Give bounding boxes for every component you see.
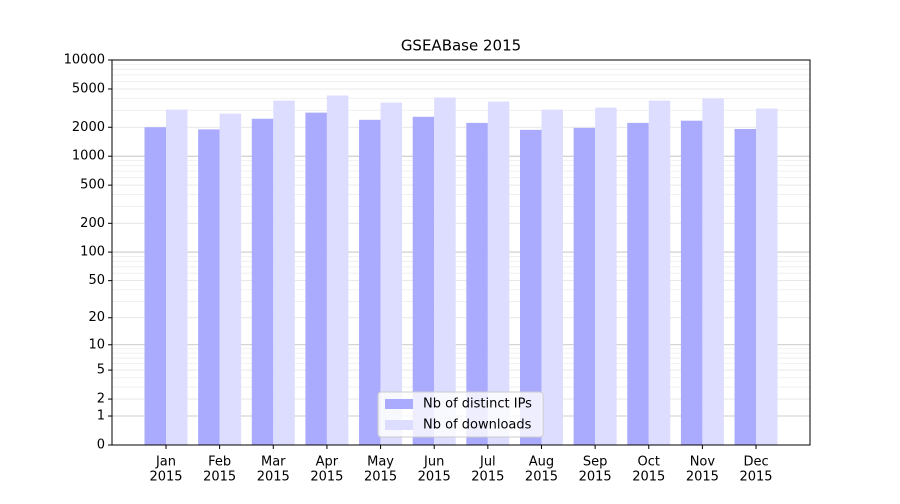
bar bbox=[734, 128, 757, 445]
y-tick-label: 20 bbox=[88, 310, 105, 325]
bar bbox=[144, 127, 166, 445]
bar bbox=[573, 127, 596, 445]
y-tick-label: 200 bbox=[80, 216, 105, 231]
x-tick-label: 2015 bbox=[739, 470, 772, 485]
x-tick-label: Aug bbox=[529, 455, 554, 470]
x-tick-label: 2015 bbox=[418, 470, 451, 485]
x-tick-label: 2015 bbox=[310, 470, 343, 485]
x-tick-label: Jan bbox=[155, 455, 176, 470]
x-tick-label: Sep bbox=[583, 455, 608, 470]
x-tick-label: 2015 bbox=[471, 470, 504, 485]
x-tick-label: Jul bbox=[479, 455, 496, 470]
x-tick-label: 2015 bbox=[149, 470, 182, 485]
legend-swatch bbox=[385, 420, 413, 430]
y-tick-label: 100 bbox=[80, 245, 105, 260]
plot-frame bbox=[111, 59, 811, 446]
x-tick-label: 2015 bbox=[632, 470, 665, 485]
bar bbox=[680, 120, 703, 445]
y-tick-label: 1 bbox=[97, 409, 105, 424]
bar bbox=[541, 109, 563, 446]
bar bbox=[756, 108, 778, 445]
x-tick-label: Oct bbox=[638, 455, 660, 470]
bar bbox=[648, 100, 671, 445]
bar bbox=[380, 102, 403, 446]
x-tick-label: 2015 bbox=[203, 470, 236, 485]
bar bbox=[702, 98, 724, 445]
x-tick-label: 2015 bbox=[579, 470, 612, 485]
x-tick-label: Dec bbox=[743, 455, 768, 470]
y-tick-label: 2 bbox=[97, 392, 105, 407]
x-tick-label: Apr bbox=[316, 455, 339, 470]
x-tick-label: Mar bbox=[261, 455, 286, 470]
y-tick-label: 10000 bbox=[64, 53, 105, 68]
y-tick-label: 2000 bbox=[72, 120, 105, 135]
bar bbox=[466, 122, 488, 446]
y-tick-label: 10 bbox=[88, 337, 105, 352]
bar bbox=[519, 129, 542, 445]
y-tick-label: 0 bbox=[97, 438, 105, 453]
x-tick-label: 2015 bbox=[257, 470, 290, 485]
bar bbox=[595, 107, 617, 445]
bar bbox=[273, 100, 295, 445]
legend-label: Nb of distinct IPs bbox=[423, 397, 532, 412]
y-tick-label: 1000 bbox=[72, 149, 105, 164]
bar bbox=[251, 118, 274, 446]
x-tick-label: 2015 bbox=[364, 470, 397, 485]
y-tick-label: 500 bbox=[80, 178, 105, 193]
x-tick-label: Nov bbox=[690, 455, 716, 470]
bar bbox=[412, 116, 435, 445]
y-tick-label: 5000 bbox=[72, 81, 105, 96]
x-tick-label: Feb bbox=[208, 455, 231, 470]
legend-box bbox=[377, 391, 544, 438]
bar bbox=[198, 129, 220, 445]
bar bbox=[359, 119, 381, 445]
legend-swatch bbox=[385, 399, 413, 409]
x-tick-label: Jun bbox=[423, 455, 444, 470]
chart-title: GSEABase 2015 bbox=[401, 37, 521, 55]
bar bbox=[326, 95, 349, 446]
y-tick-label: 50 bbox=[88, 273, 105, 288]
bar bbox=[166, 109, 188, 446]
legend: Nb of distinct IPs Nb of downloads bbox=[377, 391, 544, 438]
bar bbox=[487, 101, 510, 446]
bar bbox=[219, 113, 242, 445]
x-tick-label: 2015 bbox=[686, 470, 719, 485]
y-tick-label: 5 bbox=[97, 363, 105, 378]
bar bbox=[305, 112, 327, 446]
bar bbox=[627, 122, 649, 446]
bar bbox=[434, 97, 456, 445]
x-tick-label: 2015 bbox=[525, 470, 558, 485]
x-tick-label: May bbox=[367, 455, 394, 470]
legend-label: Nb of downloads bbox=[423, 418, 532, 433]
